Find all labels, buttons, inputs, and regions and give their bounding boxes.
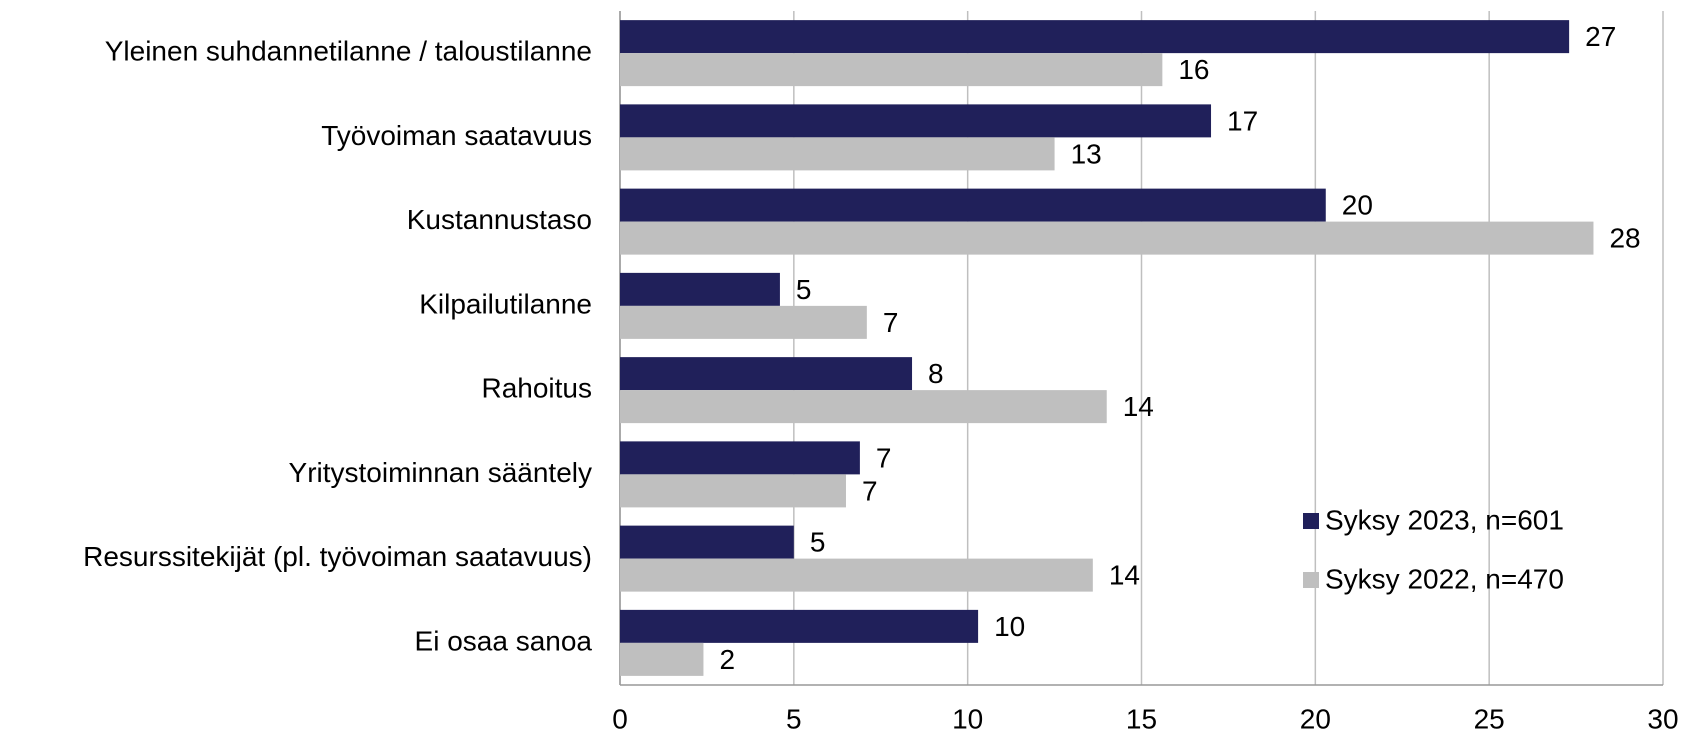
y-tick-label: Työvoiman saatavuus xyxy=(321,120,592,151)
data-label: 13 xyxy=(1071,138,1102,169)
y-tick-label: Resurssitekijät (pl. työvoiman saatavuus… xyxy=(83,541,592,572)
bar xyxy=(620,137,1055,171)
y-tick-label: Yleinen suhdannetilanne / taloustilanne xyxy=(105,36,592,67)
data-label: 8 xyxy=(928,358,944,389)
x-tick-label: 15 xyxy=(1126,703,1157,734)
y-tick-label: Kilpailutilanne xyxy=(419,288,592,319)
y-tick-label: Rahoitus xyxy=(481,373,592,404)
bar xyxy=(620,558,1093,592)
x-tick-label: 0 xyxy=(612,703,628,734)
legend-label: Syksy 2023, n=601 xyxy=(1325,504,1564,535)
data-label: 27 xyxy=(1585,21,1616,52)
data-label: 5 xyxy=(810,527,826,558)
legend-label: Syksy 2022, n=470 xyxy=(1325,563,1564,594)
y-tick-label: Ei osaa sanoa xyxy=(415,625,593,656)
data-label: 7 xyxy=(876,442,892,473)
bar xyxy=(620,441,860,475)
bar xyxy=(620,642,704,676)
bar xyxy=(620,221,1594,255)
data-label: 20 xyxy=(1342,190,1373,221)
data-label: 28 xyxy=(1609,223,1640,254)
data-label: 14 xyxy=(1109,560,1140,591)
bar xyxy=(620,525,794,559)
bar xyxy=(620,390,1107,424)
data-label: 16 xyxy=(1178,54,1209,85)
bar xyxy=(620,609,979,643)
x-tick-label: 20 xyxy=(1300,703,1331,734)
data-label: 10 xyxy=(994,611,1025,642)
legend-swatch xyxy=(1303,513,1319,529)
x-tick-label: 30 xyxy=(1647,703,1678,734)
x-tick-label: 5 xyxy=(786,703,802,734)
y-tick-label: Kustannustaso xyxy=(407,204,592,235)
bar xyxy=(620,104,1212,138)
bar xyxy=(620,474,846,508)
legend-swatch xyxy=(1303,572,1319,588)
bar xyxy=(620,53,1163,87)
data-label: 14 xyxy=(1123,391,1154,422)
bar xyxy=(620,188,1326,222)
data-label: 7 xyxy=(883,307,899,338)
bar xyxy=(620,272,780,306)
bar xyxy=(620,20,1570,54)
data-label: 17 xyxy=(1227,105,1258,136)
bar xyxy=(620,305,867,339)
x-tick-label: 10 xyxy=(952,703,983,734)
x-tick-label: 25 xyxy=(1474,703,1505,734)
data-label: 2 xyxy=(719,644,735,675)
bar xyxy=(620,357,913,391)
data-label: 5 xyxy=(796,274,812,305)
data-label: 7 xyxy=(862,475,878,506)
y-tick-label: Yritystoiminnan sääntely xyxy=(289,457,592,488)
